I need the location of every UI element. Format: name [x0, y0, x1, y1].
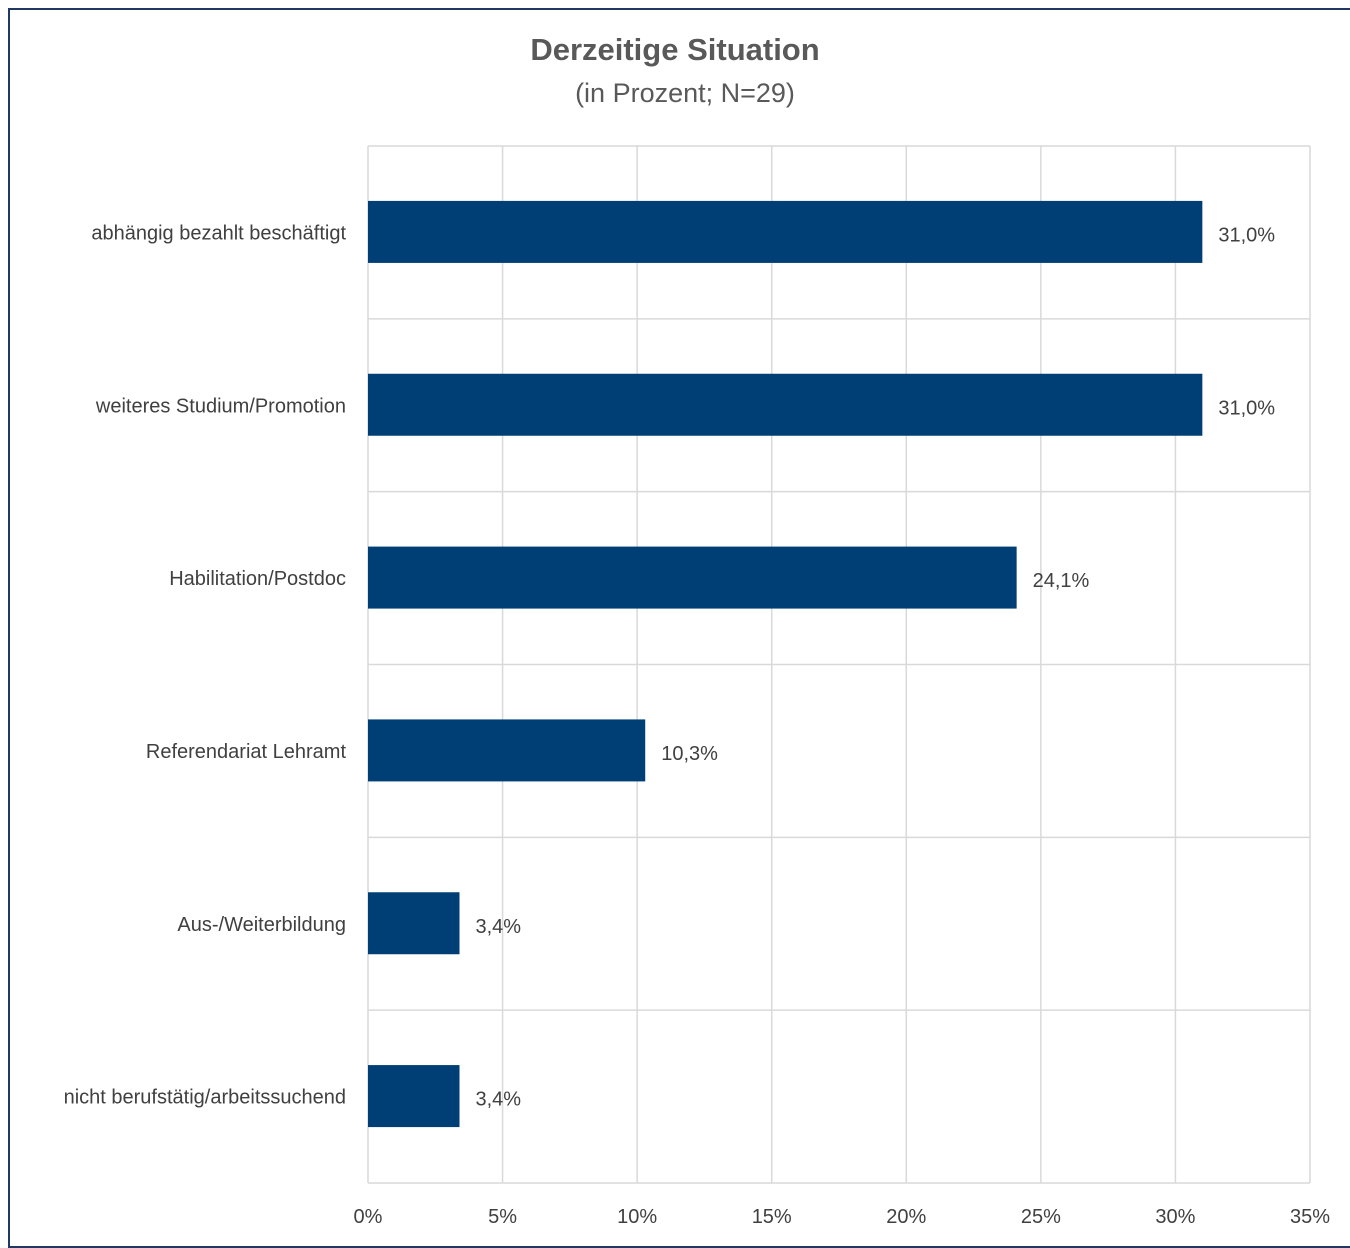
category-label: Referendariat Lehramt	[146, 741, 347, 763]
x-tick-label: 25%	[1021, 1206, 1061, 1228]
x-tick-label: 0%	[354, 1206, 383, 1228]
bars-layer	[368, 200, 1203, 1128]
bar	[368, 1065, 460, 1128]
bar	[368, 200, 1203, 263]
category-label: Aus-/Weiterbildung	[177, 914, 346, 936]
category-label: abhängig bezahlt beschäftigt	[91, 222, 346, 244]
chart-subtitle: (in Prozent; N=29)	[575, 78, 795, 108]
x-tick-label: 35%	[1290, 1206, 1330, 1228]
data-label: 3,4%	[476, 1089, 522, 1111]
data-label: 31,0%	[1218, 224, 1275, 246]
bar	[368, 892, 460, 955]
grid-layer	[367, 145, 1311, 1184]
bar	[368, 546, 1017, 609]
x-tick-label: 5%	[488, 1206, 517, 1228]
category-label: Habilitation/Postdoc	[169, 568, 346, 590]
x-tick-label: 15%	[752, 1206, 792, 1228]
x-tick-label: 20%	[886, 1206, 926, 1228]
bar	[368, 719, 646, 782]
bar	[368, 373, 1203, 436]
x-tick-label: 30%	[1155, 1206, 1195, 1228]
category-label: weiteres Studium/Promotion	[95, 395, 346, 417]
data-label: 31,0%	[1218, 397, 1275, 419]
data-label: 10,3%	[661, 743, 718, 765]
chart-title: Derzeitige Situation	[530, 32, 820, 67]
category-label: nicht berufstätig/arbeitssuchend	[64, 1087, 346, 1109]
x-tick-label: 10%	[617, 1206, 657, 1228]
labels-layer: 0% 5% 10% 15% 20% 25% 30% 35% abhängig bezahlt b…	[64, 222, 1331, 1228]
data-label: 3,4%	[476, 916, 522, 938]
data-label: 24,1%	[1033, 570, 1090, 592]
